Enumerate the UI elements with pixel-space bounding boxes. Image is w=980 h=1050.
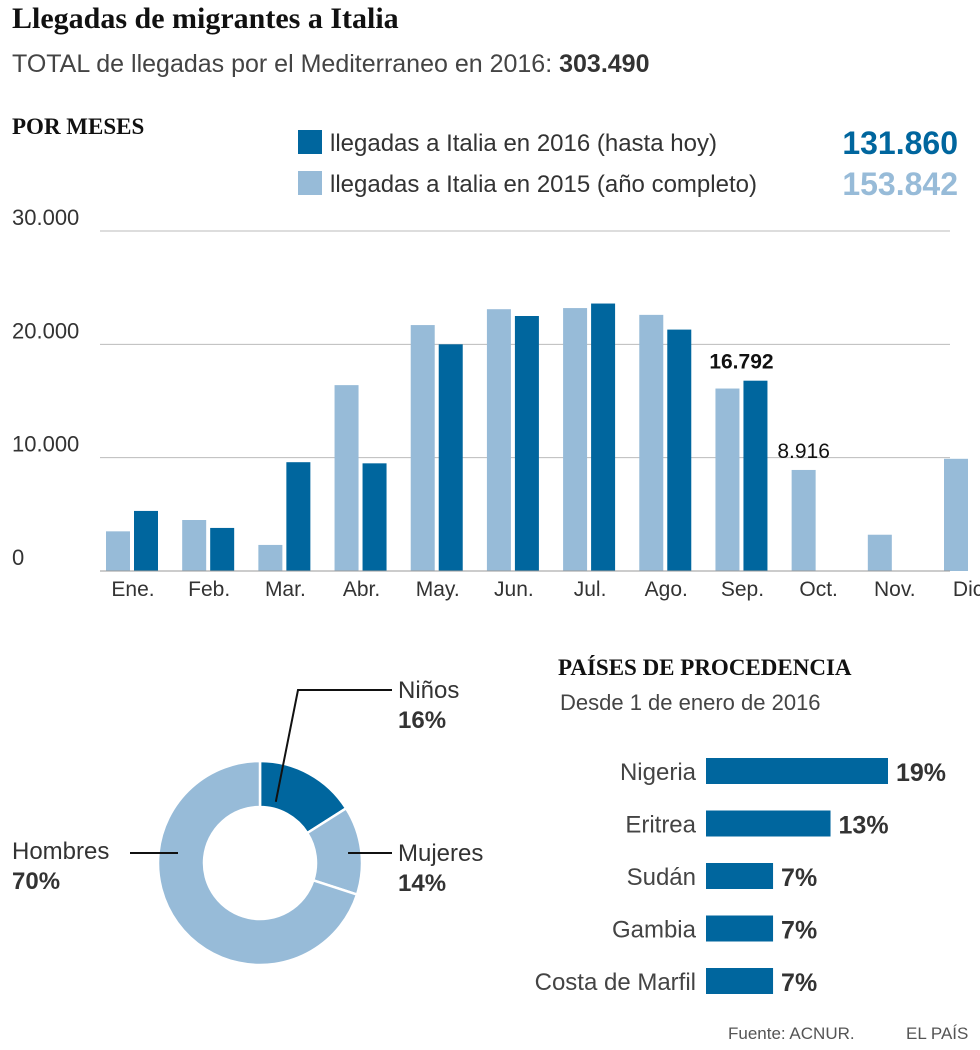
donut-slice-hombres <box>156 759 359 967</box>
country-value-costa-de-marfil: 7% <box>781 969 817 997</box>
y-tick-label: 20.000 <box>12 318 79 343</box>
bar-2015-mar <box>258 544 283 571</box>
legend-item-2016: llegadas a Italia en 2016 (hasta hoy) <box>298 130 717 160</box>
country-bar-costa-de-marfil <box>706 968 774 994</box>
x-tick-label: May. <box>416 578 460 601</box>
bar-2015-dic <box>944 458 968 571</box>
leader-line <box>274 689 392 802</box>
monthly-bar-chart: 30.000 20.000 10.000 0 Ene. Feb. Mar. Abr. May. J… <box>12 205 980 601</box>
bar-2015-sep <box>715 388 740 571</box>
bar-2016-abr <box>362 463 387 571</box>
x-tick-label: Sep. <box>721 578 764 601</box>
legend-label-2016: llegadas a Italia en 2016 (hasta hoy) <box>330 130 717 157</box>
legend-swatch-2015 <box>298 171 322 195</box>
country-bar-nigeria <box>706 758 888 784</box>
gender-donut-chart: Niños 16% Mujeres 14% Hombres 70% <box>12 677 483 967</box>
bar-2015-feb <box>182 520 207 571</box>
bar-2016-jun <box>514 316 539 571</box>
bar-2015-ene <box>106 531 130 571</box>
x-tick-label: Abr. <box>343 578 380 601</box>
country-label-sudan: Sudán <box>627 864 696 891</box>
subtitle-total: 303.490 <box>559 50 650 78</box>
data-label: 8.916 <box>777 440 830 463</box>
bar-2016-jul <box>591 303 616 571</box>
section-title-months: POR MESES <box>12 114 145 139</box>
chart-title: Llegadas de migrantes a Italia <box>12 2 399 35</box>
donut-label: Mujeres <box>398 840 483 867</box>
country-label-eritrea: Eritrea <box>625 812 696 839</box>
country-label-costa-de-marfil: Costa de Marfil <box>535 969 696 996</box>
bar-2015-oct <box>791 469 816 571</box>
data-label: 16.792 <box>709 351 773 374</box>
x-tick-label: Oct. <box>799 578 838 601</box>
bar-2016-ene <box>134 510 158 571</box>
country-bar-gambia <box>706 915 774 942</box>
bar-2015-abr <box>334 385 359 571</box>
x-tick-label: Jul. <box>574 578 607 601</box>
y-tick-label: 0 <box>12 545 24 570</box>
brand-label: EL PAÍS <box>906 1024 969 1043</box>
country-value-nigeria: 19% <box>896 759 946 787</box>
donut-label: Niños <box>398 677 459 704</box>
bar-2015-jul <box>563 308 588 571</box>
country-label-nigeria: Nigeria <box>620 759 697 786</box>
donut-value: 70% <box>12 868 60 895</box>
bar-2015-jun <box>486 309 511 571</box>
bar-2016-may <box>438 344 463 571</box>
x-tick-label: Mar. <box>265 578 306 601</box>
donut-label: Hombres <box>12 838 109 865</box>
countries-title: PAÍSES DE PROCEDENCIA <box>558 655 852 680</box>
bar-2015-nov <box>867 534 892 571</box>
legend-label-2015: llegadas a Italia en 2015 (año completo) <box>330 171 757 198</box>
legend-item-2015: llegadas a Italia en 2015 (año completo) <box>298 171 757 201</box>
countries-subtitle: Desde 1 de enero de 2016 <box>560 690 821 715</box>
y-tick-label: 30.000 <box>12 205 79 230</box>
source-note: Fuente: ACNUR. <box>728 1024 855 1043</box>
chart-subtitle: TOTAL de llegadas por el Mediterraneo en… <box>12 50 649 79</box>
y-tick-label: 10.000 <box>12 432 79 457</box>
country-bar-eritrea <box>706 810 831 837</box>
x-tick-label: Jun. <box>494 578 534 601</box>
bar-2016-ago <box>667 329 692 571</box>
x-tick-label: Feb. <box>188 578 230 601</box>
bar-2016-mar <box>286 462 311 571</box>
x-tick-label: Ene. <box>111 578 154 601</box>
legend-swatch-2016 <box>298 130 322 154</box>
legend-total-2015: 153.842 <box>842 166 958 202</box>
x-tick-label: Nov. <box>874 578 916 601</box>
country-value-eritrea: 13% <box>839 812 889 840</box>
x-tick-label: Ago. <box>645 578 688 601</box>
country-value-gambia: 7% <box>781 917 817 945</box>
x-tick-label: Dic. <box>953 578 980 601</box>
bar-2015-may <box>410 325 435 571</box>
donut-value: 14% <box>398 870 446 897</box>
country-bar-sudan <box>706 863 774 889</box>
country-value-sudan: 7% <box>781 864 817 892</box>
bar-2016-sep <box>743 380 768 571</box>
donut-value: 16% <box>398 707 446 734</box>
country-label-gambia: Gambia <box>612 917 697 944</box>
bar-2016-feb <box>210 527 235 571</box>
subtitle-prefix: TOTAL de llegadas por el Mediterraneo en… <box>12 50 553 78</box>
bar-2015-ago <box>639 314 664 571</box>
countries-bar-chart: Nigeria 19% Eritrea 13% Sudán 7% Gambia 7% Costa… <box>535 758 946 997</box>
legend-total-2016: 131.860 <box>842 125 958 161</box>
